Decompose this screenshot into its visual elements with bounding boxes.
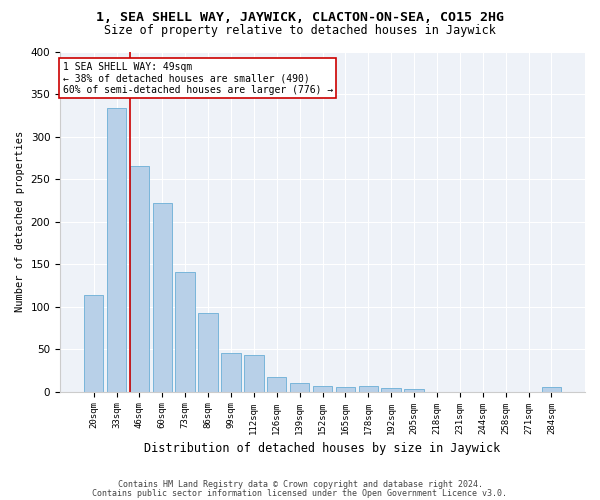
Bar <box>313 386 332 392</box>
Bar <box>221 352 241 392</box>
Y-axis label: Number of detached properties: Number of detached properties <box>15 131 25 312</box>
Bar <box>404 389 424 392</box>
Text: Contains public sector information licensed under the Open Government Licence v3: Contains public sector information licen… <box>92 489 508 498</box>
Bar <box>199 314 218 392</box>
Bar <box>84 294 103 392</box>
Bar <box>244 355 263 392</box>
Text: 1, SEA SHELL WAY, JAYWICK, CLACTON-ON-SEA, CO15 2HG: 1, SEA SHELL WAY, JAYWICK, CLACTON-ON-SE… <box>96 11 504 24</box>
Bar <box>175 272 195 392</box>
Bar <box>542 388 561 392</box>
Bar <box>267 377 286 392</box>
Bar <box>335 388 355 392</box>
Text: Size of property relative to detached houses in Jaywick: Size of property relative to detached ho… <box>104 24 496 37</box>
Bar <box>152 203 172 392</box>
Bar <box>130 166 149 392</box>
X-axis label: Distribution of detached houses by size in Jaywick: Distribution of detached houses by size … <box>145 442 500 455</box>
Bar <box>382 388 401 392</box>
Text: 1 SEA SHELL WAY: 49sqm
← 38% of detached houses are smaller (490)
60% of semi-de: 1 SEA SHELL WAY: 49sqm ← 38% of detached… <box>62 62 333 95</box>
Bar <box>107 108 126 392</box>
Text: Contains HM Land Registry data © Crown copyright and database right 2024.: Contains HM Land Registry data © Crown c… <box>118 480 482 489</box>
Bar <box>290 383 310 392</box>
Bar <box>359 386 378 392</box>
